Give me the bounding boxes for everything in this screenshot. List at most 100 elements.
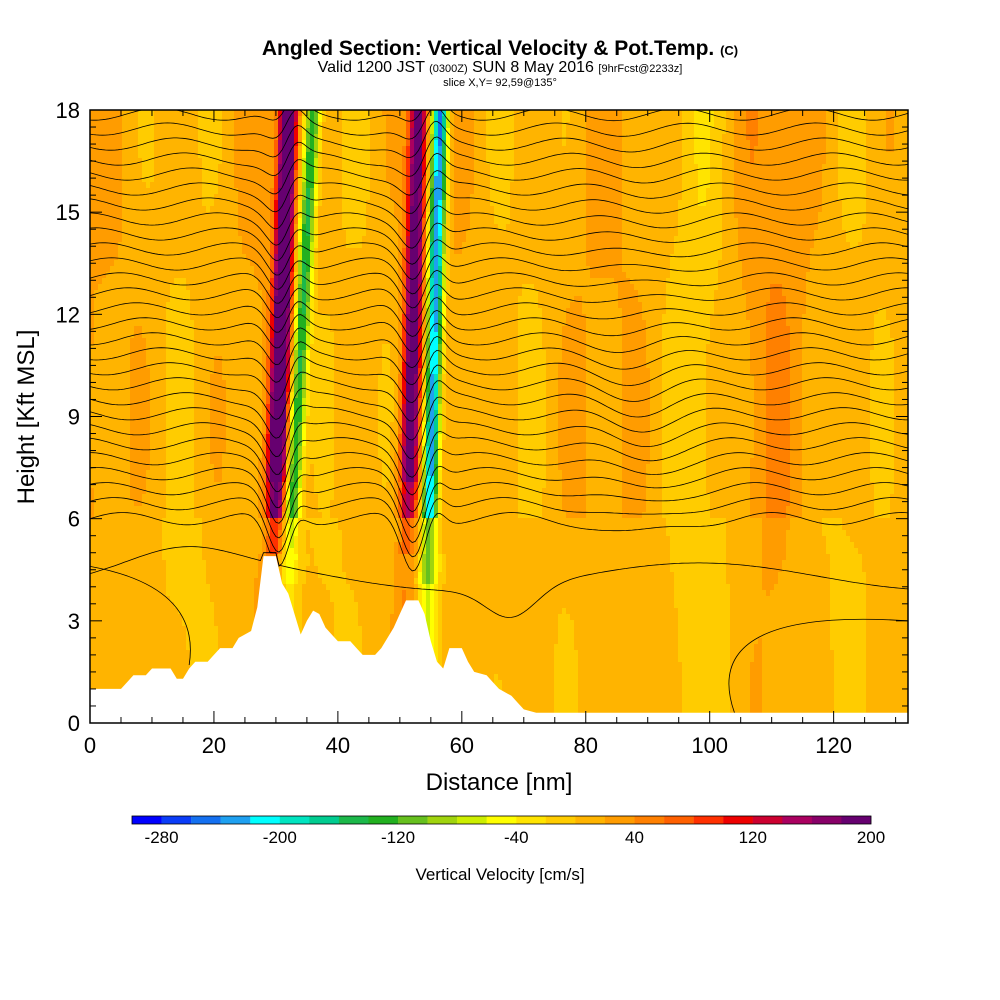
velocity-cell <box>346 218 350 224</box>
velocity-cell <box>610 152 614 158</box>
velocity-cell <box>110 116 114 122</box>
velocity-cell <box>798 152 802 158</box>
velocity-cell <box>486 230 490 236</box>
velocity-cell <box>110 170 114 176</box>
velocity-cell <box>566 212 570 218</box>
velocity-cell <box>562 176 566 182</box>
velocity-cell <box>434 110 438 116</box>
velocity-cell <box>290 224 294 230</box>
velocity-cell <box>618 128 622 134</box>
velocity-cell <box>414 170 418 176</box>
velocity-cell <box>786 230 790 236</box>
velocity-cell <box>262 224 266 230</box>
velocity-cell <box>578 140 582 146</box>
velocity-cell <box>630 146 634 152</box>
velocity-cell <box>814 110 818 116</box>
velocity-cell <box>842 206 846 212</box>
velocity-cell <box>874 128 878 134</box>
velocity-cell <box>886 194 890 200</box>
velocity-cell <box>758 110 762 116</box>
velocity-cell <box>146 242 150 248</box>
velocity-cell <box>150 194 154 200</box>
velocity-cell <box>398 176 402 182</box>
velocity-cell <box>622 122 626 128</box>
velocity-cell <box>898 200 902 206</box>
velocity-cell <box>362 236 366 242</box>
velocity-cell <box>626 188 630 194</box>
velocity-cell <box>246 224 250 230</box>
velocity-cell <box>302 116 306 122</box>
velocity-cell <box>670 164 674 170</box>
velocity-cell <box>686 134 690 140</box>
velocity-cell <box>550 110 554 116</box>
velocity-cell <box>470 236 474 242</box>
velocity-cell <box>614 152 618 158</box>
velocity-cell <box>702 200 706 206</box>
velocity-cell <box>142 134 146 140</box>
velocity-cell <box>570 116 574 122</box>
velocity-cell <box>810 116 814 122</box>
velocity-cell <box>574 164 578 170</box>
velocity-cell <box>754 218 758 224</box>
velocity-cell <box>574 128 578 134</box>
velocity-cell <box>430 128 434 134</box>
velocity-cell <box>678 224 682 230</box>
velocity-cell <box>666 110 670 116</box>
velocity-cell <box>598 134 602 140</box>
velocity-cell <box>866 110 870 116</box>
velocity-cell <box>762 134 766 140</box>
velocity-cell <box>738 116 742 122</box>
velocity-cell <box>598 218 602 224</box>
velocity-cell <box>526 182 530 188</box>
velocity-cell <box>438 182 442 188</box>
velocity-cell <box>530 116 534 122</box>
velocity-cell <box>770 170 774 176</box>
velocity-cell <box>246 164 250 170</box>
velocity-cell <box>498 122 502 128</box>
velocity-cell <box>698 194 702 200</box>
velocity-cell <box>162 116 166 122</box>
velocity-cell <box>526 206 530 212</box>
velocity-cell <box>162 248 166 254</box>
velocity-cell <box>770 182 774 188</box>
velocity-cell <box>562 194 566 200</box>
velocity-cell <box>282 170 286 176</box>
velocity-cell <box>642 212 646 218</box>
velocity-cell <box>162 146 166 152</box>
velocity-cell <box>826 116 830 122</box>
velocity-cell <box>674 110 678 116</box>
velocity-cell <box>486 110 490 116</box>
velocity-cell <box>262 110 266 116</box>
velocity-cell <box>690 176 694 182</box>
velocity-cell <box>310 188 314 194</box>
velocity-cell <box>338 218 342 224</box>
velocity-cell <box>562 188 566 194</box>
velocity-cell <box>722 110 726 116</box>
velocity-cell <box>454 140 458 146</box>
velocity-cell <box>354 188 358 194</box>
velocity-cell <box>558 242 562 248</box>
velocity-cell <box>106 230 110 236</box>
velocity-cell <box>578 176 582 182</box>
velocity-cell <box>178 146 182 152</box>
velocity-cell <box>770 194 774 200</box>
velocity-cell <box>878 164 882 170</box>
velocity-cell <box>582 134 586 140</box>
velocity-cell <box>354 224 358 230</box>
velocity-cell <box>794 248 798 254</box>
velocity-cell <box>526 152 530 158</box>
velocity-cell <box>250 146 254 152</box>
velocity-cell <box>314 194 318 200</box>
velocity-cell <box>270 194 274 200</box>
velocity-cell <box>166 140 170 146</box>
velocity-cell <box>866 230 870 236</box>
velocity-cell <box>106 158 110 164</box>
velocity-cell <box>358 164 362 170</box>
velocity-cell <box>890 194 894 200</box>
velocity-cell <box>394 176 398 182</box>
velocity-cell <box>310 170 314 176</box>
velocity-cell <box>526 158 530 164</box>
velocity-cell <box>890 146 894 152</box>
velocity-cell <box>326 134 330 140</box>
velocity-cell <box>694 248 698 254</box>
